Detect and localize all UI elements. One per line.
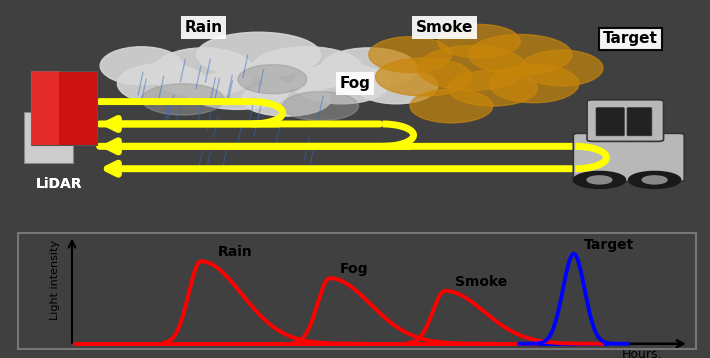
Ellipse shape (283, 92, 359, 121)
FancyBboxPatch shape (573, 133, 684, 182)
Text: Smoke: Smoke (416, 20, 474, 35)
FancyBboxPatch shape (627, 108, 652, 136)
Text: Target: Target (603, 32, 658, 47)
Ellipse shape (520, 50, 603, 86)
Ellipse shape (376, 58, 472, 96)
Ellipse shape (410, 89, 493, 123)
Ellipse shape (197, 32, 321, 77)
Ellipse shape (238, 65, 307, 94)
Text: LiDAR: LiDAR (36, 177, 82, 192)
Ellipse shape (293, 64, 389, 104)
Text: Rain: Rain (185, 20, 222, 35)
Ellipse shape (489, 65, 579, 103)
Ellipse shape (437, 24, 520, 58)
Text: LiDAR: LiDAR (36, 177, 82, 192)
Circle shape (642, 176, 667, 184)
Ellipse shape (355, 68, 437, 104)
Text: Smoke: Smoke (455, 275, 508, 289)
Circle shape (573, 171, 626, 188)
Text: Fog: Fog (339, 76, 371, 91)
Ellipse shape (321, 48, 417, 88)
Ellipse shape (117, 64, 207, 104)
Text: Hours.: Hours. (621, 348, 662, 358)
Ellipse shape (417, 45, 527, 90)
Ellipse shape (368, 37, 452, 72)
FancyBboxPatch shape (31, 71, 97, 145)
Ellipse shape (152, 48, 255, 97)
Text: Target: Target (584, 238, 634, 252)
Circle shape (587, 176, 612, 184)
Ellipse shape (469, 34, 572, 75)
Ellipse shape (186, 71, 290, 110)
FancyBboxPatch shape (31, 71, 59, 145)
Text: Rain: Rain (218, 245, 253, 259)
Text: Light intensity: Light intensity (50, 240, 60, 320)
Ellipse shape (100, 47, 183, 85)
Circle shape (628, 171, 681, 188)
Ellipse shape (141, 84, 224, 115)
Text: Fog: Fog (340, 262, 368, 276)
Ellipse shape (251, 47, 362, 89)
FancyBboxPatch shape (587, 100, 664, 141)
FancyBboxPatch shape (596, 108, 624, 136)
Ellipse shape (448, 70, 537, 106)
Ellipse shape (241, 83, 331, 116)
FancyBboxPatch shape (24, 112, 72, 163)
